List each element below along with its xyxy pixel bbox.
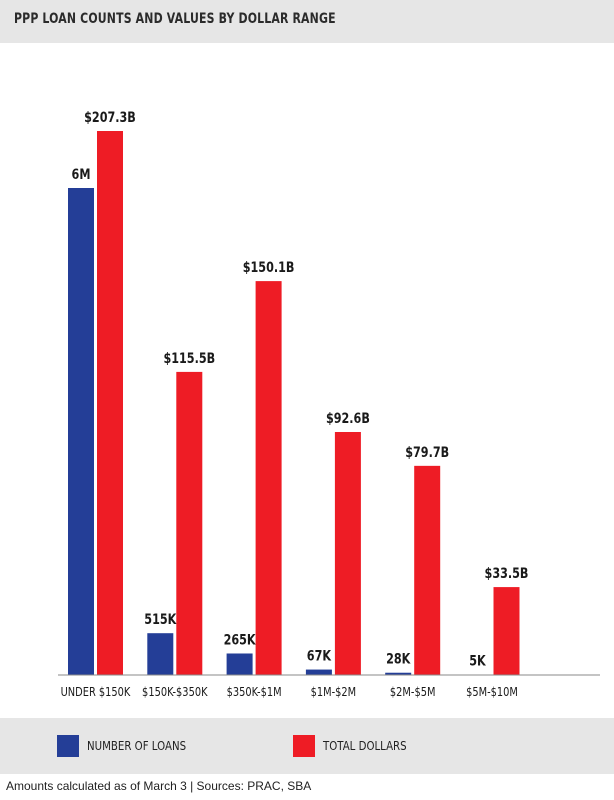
legend-label-dollars: TOTAL DOLLARS (323, 739, 407, 753)
data-label-loans-4: 28K (386, 650, 411, 667)
chart-title: PPP LOAN COUNTS AND VALUES BY DOLLAR RAN… (14, 11, 336, 27)
title-bar: PPP LOAN COUNTS AND VALUES BY DOLLAR RAN… (0, 0, 614, 43)
data-label-loans-2: 265K (224, 631, 257, 648)
bar-loans-1 (147, 633, 174, 675)
bar-dollars-3 (334, 431, 361, 675)
x-tick-labels-group: UNDER $150K $150K-$350K $350K-$1M $1M-$2M $2… (61, 685, 518, 699)
data-label-dollars-3: $92.6B (326, 410, 370, 427)
value-labels-group: 6M $207.3B 515K $115.5B 265K $150.1B 67K $92.6B… (72, 109, 529, 669)
legend: NUMBER OF LOANS TOTAL DOLLARS (0, 718, 614, 774)
footer-source-note: Amounts calculated as of March 3 | Sourc… (6, 779, 312, 793)
legend-label-loans: NUMBER OF LOANS (87, 739, 187, 753)
data-label-loans-5: 5K (469, 652, 486, 669)
x-tick-label-2: $350K-$1M (227, 685, 282, 699)
data-label-loans-1: 515K (144, 611, 177, 628)
x-tick-label-0: UNDER $150K (61, 685, 132, 699)
data-label-loans-0: 6M (72, 166, 91, 183)
bar-dollars-4 (414, 465, 441, 675)
bar-loans-2 (226, 653, 253, 675)
bar-dollars-2 (255, 281, 282, 675)
data-label-loans-3: 67K (307, 647, 332, 664)
legend-swatch-dollars (293, 735, 315, 757)
bars-group (68, 131, 520, 676)
bar-loans-3 (305, 669, 332, 675)
bar-loans-0 (68, 188, 94, 675)
data-label-dollars-1: $115.5B (163, 350, 215, 367)
x-tick-label-4: $2M-$5M (390, 685, 436, 699)
data-label-dollars-5: $33.5B (485, 565, 529, 582)
x-tick-label-5: $5M-$10M (466, 685, 518, 699)
legend-item-loans: NUMBER OF LOANS (57, 735, 204, 757)
bar-loans-4 (385, 672, 412, 675)
data-label-dollars-2: $150.1B (243, 259, 295, 276)
legend-item-dollars: TOTAL DOLLARS (293, 735, 421, 757)
legend-swatch-loans (57, 735, 79, 757)
bar-chart: 6M $207.3B 515K $115.5B 265K $150.1B 67K $92.6B… (58, 109, 600, 699)
data-label-dollars-0: $207.3B (84, 109, 136, 126)
data-label-dollars-4: $79.7B (405, 444, 449, 461)
bar-dollars-0 (97, 131, 123, 675)
bar-dollars-5 (493, 587, 520, 675)
x-tick-label-3: $1M-$2M (311, 685, 357, 699)
x-tick-label-1: $150K-$350K (142, 685, 208, 699)
bar-dollars-1 (176, 371, 203, 675)
